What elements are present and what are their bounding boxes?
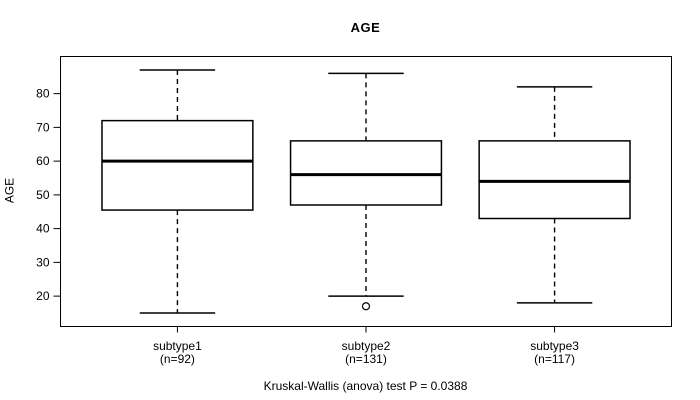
y-tick-label: 60 xyxy=(36,154,50,168)
y-tick-label: 30 xyxy=(36,255,50,269)
iqr-box xyxy=(101,119,254,211)
group-label: subtype1 xyxy=(153,339,202,353)
y-tick-label: 50 xyxy=(36,188,50,202)
iqr-box xyxy=(478,140,631,220)
stat-test-caption: Kruskal-Wallis (anova) test P = 0.0388 xyxy=(263,379,468,393)
group-n-label: (n=117) xyxy=(534,352,575,366)
boxplot-group-subtype3: subtype3(n=117) xyxy=(478,86,631,366)
y-tick-label: 80 xyxy=(36,87,50,101)
group-label: subtype2 xyxy=(342,339,391,353)
y-tick-label: 40 xyxy=(36,222,50,236)
chart-title: AGE xyxy=(350,20,381,35)
boxplot-group-subtype2: subtype2(n=131) xyxy=(289,72,443,366)
iqr-box xyxy=(289,140,443,206)
group-n-label: (n=92) xyxy=(160,352,195,366)
y-tick-label: 20 xyxy=(36,289,50,303)
y-tick-label: 70 xyxy=(36,120,50,134)
group-n-label: (n=131) xyxy=(345,352,387,366)
group-label: subtype3 xyxy=(530,339,579,353)
outlier-point xyxy=(361,302,371,311)
boxplot-group-subtype1: subtype1(n=92) xyxy=(101,69,254,366)
